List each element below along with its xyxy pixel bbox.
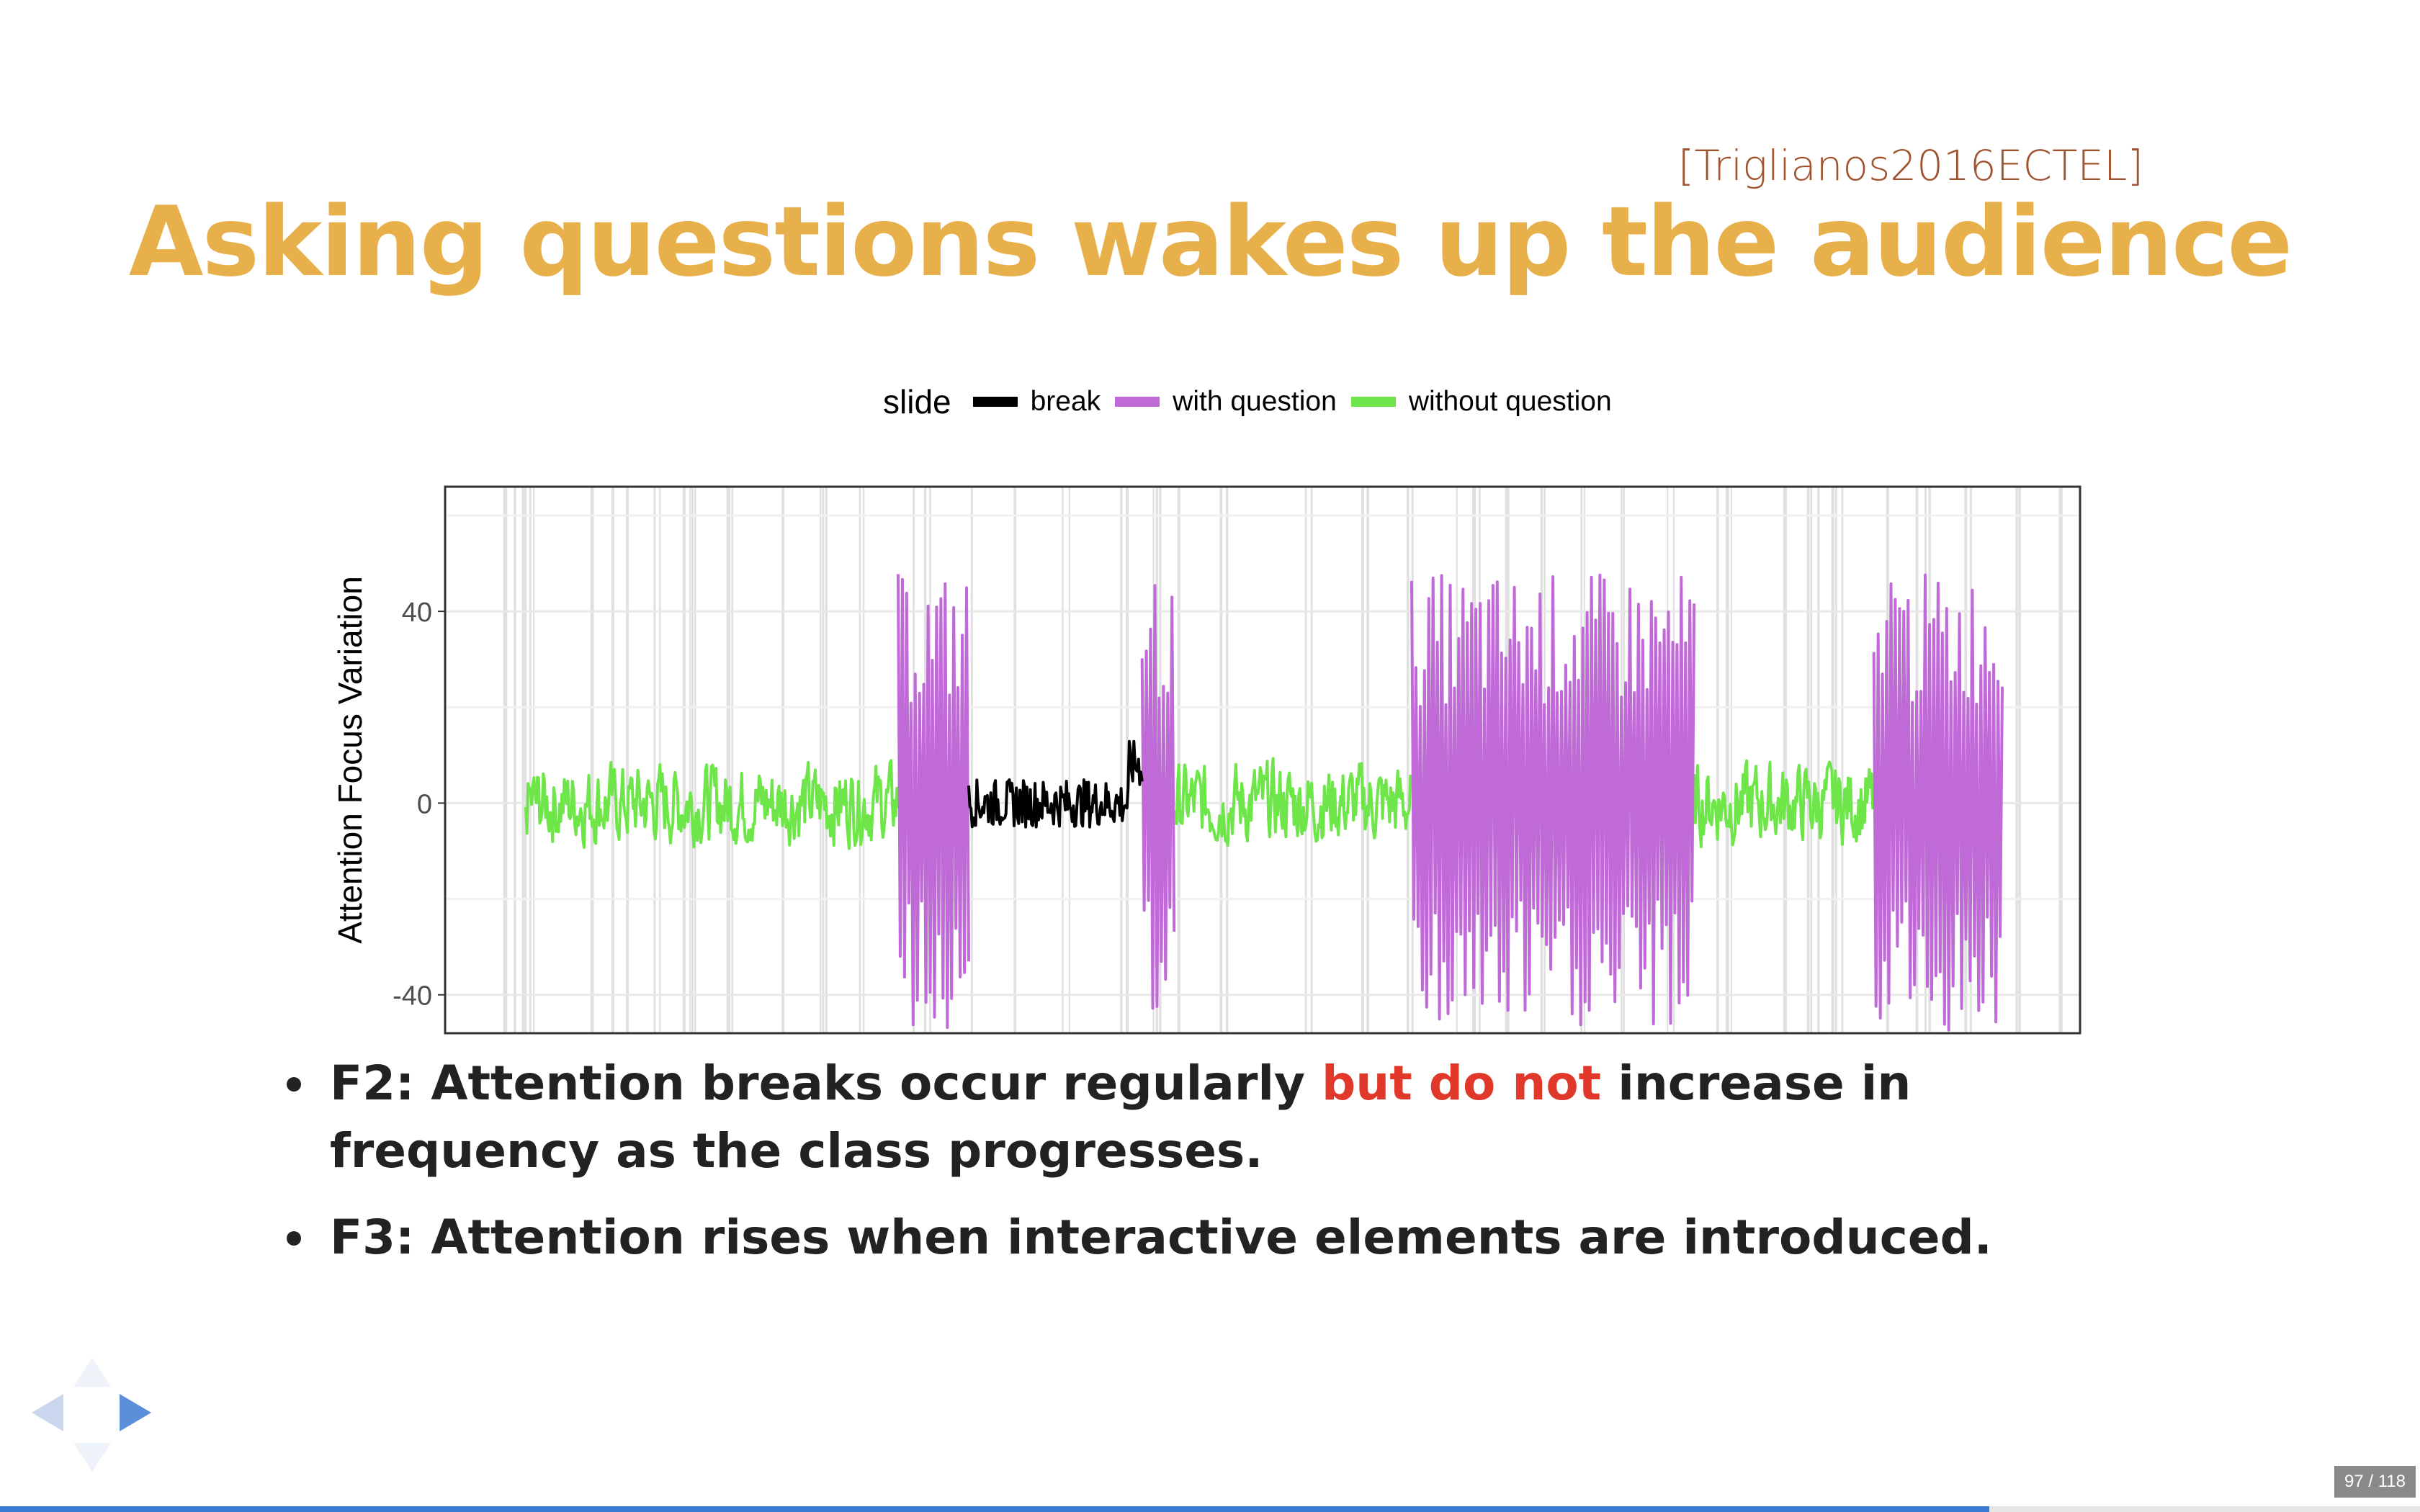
legend-label-with-question: with question [1173,386,1337,417]
finding-f2: F2: Attention breaks occur regularly but… [281,1050,2154,1185]
citation: [Triglianos2016ECTEL] [1677,141,2143,190]
series-line-with-question [1872,582,1901,1020]
progress-bar [0,1506,2420,1512]
nav-up-icon[interactable] [73,1358,111,1387]
attention-chart: 40 0 -40 Attention Focus Variation [331,485,2081,1035]
series-group [524,573,2004,1032]
legend-title: slide [883,383,951,420]
nav-right-icon[interactable] [120,1394,151,1431]
legend-label-without-question: without question [1408,386,1612,417]
series-line-with-question [1140,584,1176,1010]
finding-f3-text: F3: Attention rises when interactive ele… [330,1210,1992,1265]
legend-swatch-without-question [1350,397,1396,407]
series-line-with-question [897,574,970,1030]
y-tick-label: 0 [417,789,432,819]
slide-title: Asking questions wakes up the audience [128,186,2293,298]
slide-navigation [29,1354,158,1483]
y-tick-label: 40 [402,598,432,628]
legend-swatch-with-question [1115,397,1160,407]
bullet-dot [287,1077,301,1092]
series-line-break [967,739,1144,829]
chart-legend: slide break with question without questi… [883,380,1626,423]
series-line-without-question [524,759,900,850]
series-line-without-question [1173,757,1412,847]
legend-swatch-break [972,397,1018,407]
series-line-without-question [1693,759,1876,849]
nav-left-icon[interactable] [32,1394,63,1431]
bullet-dot [287,1231,301,1246]
finding-f2-highlight: but do not [1322,1056,1602,1111]
finding-f2-text-after: increase in frequency as the class progr… [330,1056,1912,1179]
finding-f2-text-before: F2: Attention breaks occur regularly [330,1056,1322,1111]
progress-fill [0,1506,1989,1512]
y-axis-label: Attention Focus Variation [331,576,369,944]
legend-label-break: break [1030,386,1101,417]
nav-down-icon[interactable] [73,1443,111,1472]
findings-list: F2: Attention breaks occur regularly but… [281,1050,2154,1290]
series-line-with-question [1898,573,2004,1032]
plot-border [444,485,2081,1035]
series-line-with-question [1410,573,1696,1027]
finding-f3: F3: Attention rises when interactive ele… [281,1204,2154,1272]
slide-counter: 97 / 118 [2334,1466,2416,1498]
y-tick-label: -40 [393,981,432,1012]
